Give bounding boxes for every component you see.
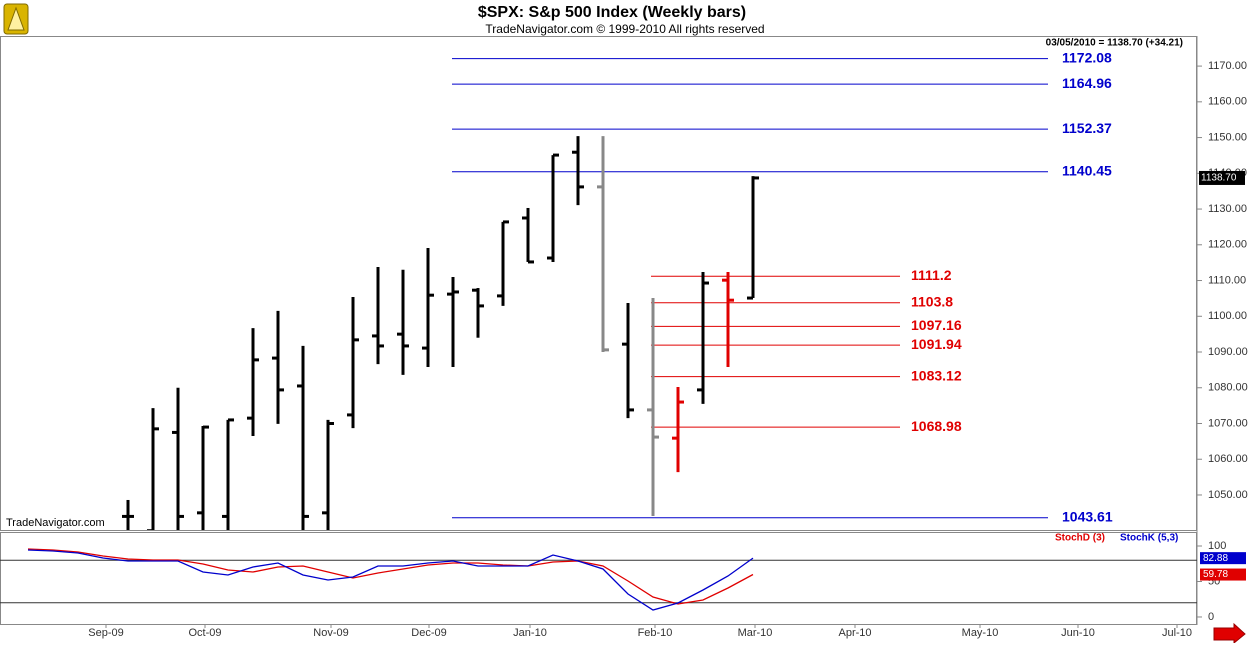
ohlc-bar	[597, 136, 609, 353]
x-tick-label: Mar-10	[738, 627, 773, 639]
ohlc-bar	[197, 425, 209, 530]
stoch-plot	[27, 548, 754, 611]
ohlc-bar	[522, 207, 534, 264]
ohlc-bar	[222, 418, 234, 530]
x-tick-label: Sep-09	[88, 627, 123, 639]
ohlc-bar	[472, 288, 484, 338]
last-value-label: 59.78	[1203, 569, 1228, 580]
y-tick-label: 1120.00	[1208, 239, 1247, 251]
x-tick-label: May-10	[962, 627, 999, 639]
ohlc-bar	[322, 419, 334, 530]
last-value-box	[1200, 552, 1246, 565]
level-label: 1043.61	[1062, 509, 1113, 525]
ohlc-bar	[297, 345, 309, 530]
y-tick-label: 1070.00	[1208, 417, 1248, 429]
last-value-box	[1200, 568, 1246, 581]
y-tick-label: 1090.00	[1208, 346, 1248, 358]
y-tick-label: 1080.00	[1208, 382, 1248, 394]
x-tick-label: Jan-10	[513, 627, 547, 639]
x-tick-label: Jul-10	[1162, 627, 1192, 639]
y-tick-label: 1050.00	[1208, 489, 1248, 501]
level-label: 1140.45	[1062, 162, 1112, 178]
level-label: 1091.94	[911, 336, 962, 352]
watermark: TradeNavigator.com	[6, 517, 105, 529]
ohlc-bar	[572, 136, 584, 206]
ohlc-bar	[697, 271, 709, 404]
x-tick-label: Feb-10	[638, 627, 673, 639]
ohlc-bar	[347, 296, 359, 429]
chart-subtitle: TradeNavigator.com © 1999-2010 All right…	[485, 22, 764, 36]
ohlc-bar	[497, 220, 509, 306]
ohlc-bar	[722, 271, 734, 368]
ohlc-bar	[372, 266, 384, 365]
y-tick-label: 0	[1208, 611, 1214, 623]
level-label: 1172.08	[1062, 49, 1112, 65]
x-tick-label: Apr-10	[838, 627, 871, 639]
last-price-box	[1199, 170, 1245, 185]
x-tick-label: Nov-09	[313, 627, 348, 639]
y-tick-label: 1060.00	[1208, 453, 1248, 465]
x-tick-label: Dec-09	[411, 627, 446, 639]
level-label: 1083.12	[911, 367, 962, 383]
ohlc-bar	[122, 499, 134, 530]
level-label: 1111.2	[911, 267, 952, 283]
y-tick-label: 1160.00	[1208, 96, 1247, 108]
ohlc-bar	[272, 310, 284, 424]
level-label: 1103.8	[911, 293, 953, 309]
annotation: 03/05/2010 = 1138.70 (+34.21)	[1046, 38, 1183, 49]
ohlc-bar	[672, 387, 684, 473]
level-label: 1152.37	[1062, 120, 1112, 136]
x-tick-label: Oct-09	[188, 627, 221, 639]
level-label: 1068.98	[911, 418, 962, 434]
level-label: 1164.96	[1062, 75, 1112, 91]
legend-entry: StochK (5,3)	[1120, 533, 1178, 544]
last-price-label: 1138.70	[1201, 173, 1237, 184]
last-value-label: 82.88	[1203, 553, 1228, 564]
ohlc-bar	[547, 153, 559, 262]
ohlc-bar	[622, 303, 634, 419]
chart-title: $SPX: S&p 500 Index (Weekly bars)	[478, 4, 746, 21]
y-tick-label: 1130.00	[1208, 203, 1247, 215]
stoch-line	[27, 548, 754, 605]
ohlc-bar	[247, 328, 259, 437]
y-tick-label: 100	[1208, 540, 1226, 552]
stoch-line	[27, 549, 754, 611]
ohlc-bar	[172, 387, 184, 530]
logo	[3, 3, 29, 35]
level-label: 1097.16	[911, 317, 962, 333]
ohlc-bar	[647, 298, 659, 517]
y-tick-label: 1110.00	[1208, 274, 1246, 286]
ohlc-bar	[447, 276, 459, 368]
y-tick-label: 1170.00	[1208, 60, 1247, 72]
price-plot	[122, 58, 1048, 530]
y-tick-label: 1150.00	[1208, 131, 1247, 143]
ohlc-bar	[397, 269, 409, 375]
legend-entry: StochD (3)	[1055, 533, 1105, 544]
ohlc-bar	[747, 176, 759, 300]
ohlc-bar	[147, 408, 159, 530]
next-arrow[interactable]	[1213, 622, 1246, 645]
y-tick-label: 1100.00	[1208, 310, 1247, 322]
x-tick-label: Jun-10	[1061, 627, 1095, 639]
ohlc-bar	[422, 248, 434, 368]
